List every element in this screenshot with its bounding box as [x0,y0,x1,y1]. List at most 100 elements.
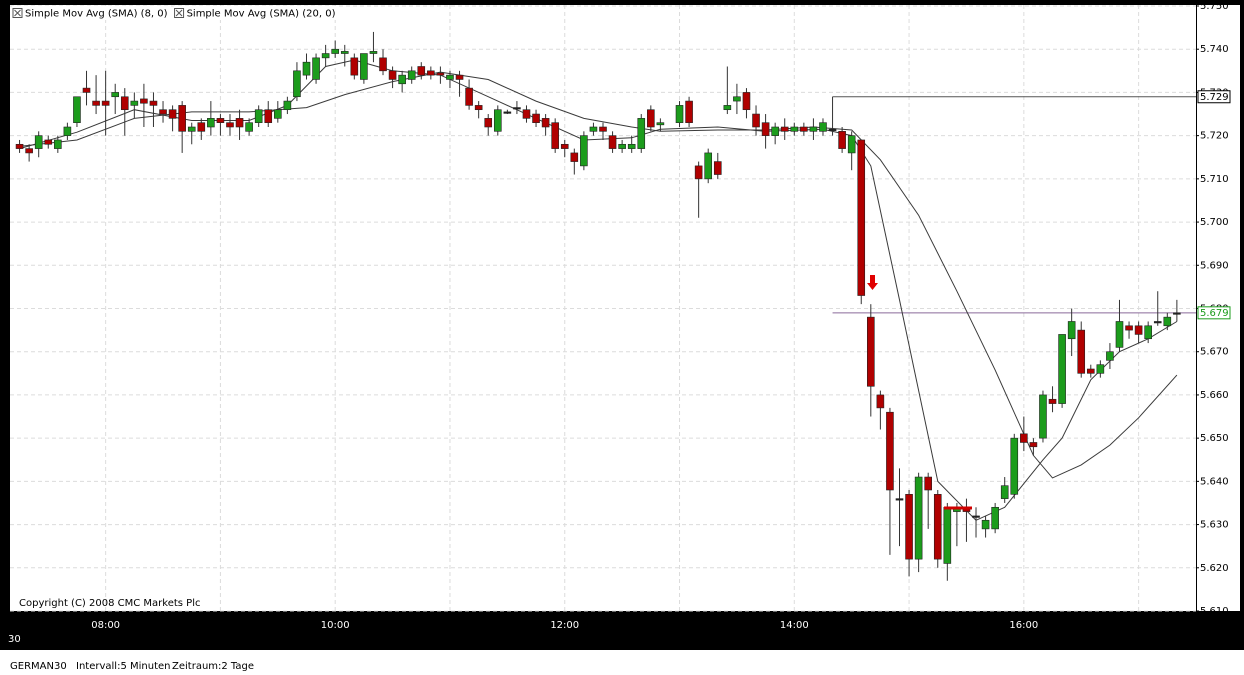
candle-body [1153,321,1162,324]
level-label-box [1197,90,1231,104]
candle-body [809,126,818,132]
candle-body [713,161,722,175]
candle-body [120,96,129,111]
candle-body [101,100,110,106]
candle-body [819,122,827,132]
candle-body [407,70,416,80]
candle-body [1134,325,1143,335]
candle-body [1077,329,1086,374]
legend: Simple Mov Avg (SMA) (8, 0) Simple Mov Av… [12,6,339,20]
candle-body [340,51,349,54]
candle-body [197,122,206,132]
candle-body [704,152,713,180]
candle-body [1058,334,1066,404]
candle-body [618,143,626,149]
candle-body [560,143,569,149]
legend-label: Simple Mov Avg (SMA) (20, 0) [187,9,336,20]
candle-body [82,87,91,93]
candle-body [790,126,799,132]
candle-body [235,118,244,128]
grid [10,5,1196,612]
interval: Intervall:5 Minuten [76,661,170,672]
x-tick-label: 08:00 [91,620,120,631]
candle-body [484,118,493,128]
sell-arrow [867,275,878,290]
candle-body [694,165,703,180]
candle-body [1163,316,1172,327]
period: Zeitraum:2 Tage [172,661,254,672]
candle-body [178,105,186,132]
candle-body [388,70,397,80]
overlay [867,275,972,510]
candle-body [752,113,760,128]
y-tick-label: 5.710 [1200,174,1229,185]
candle-body [15,143,24,149]
y-tick-label: 5.620 [1200,563,1229,574]
y-tick-label: 5.660 [1200,390,1229,401]
candle-body [302,61,311,76]
level-label: 5.729 [1200,92,1229,103]
candle-body [924,476,932,491]
x-edge-label: 30 [8,634,21,645]
y-tick-label: 5.610 [1200,606,1229,617]
candle-body [541,118,550,128]
candle-body [933,494,942,560]
candle-body [1086,368,1095,374]
y-tick-label: 5.650 [1200,433,1229,444]
candle-body [293,70,301,98]
candle-body [369,51,378,54]
candle-body [1029,442,1038,448]
candle-body [867,316,875,387]
candle-body [187,126,196,132]
candle-body [608,135,617,149]
candle-body [25,148,33,154]
candle-body [92,100,100,106]
y-tick-label: 5.640 [1200,476,1229,487]
candle-body [493,109,502,132]
legend-bg [173,6,339,20]
axes: 5.6105.6205.6305.6405.6505.6605.6705.680… [91,1,1231,631]
candle-body [1048,398,1057,404]
candle-body [427,70,435,76]
candle-body [876,394,885,409]
candle-body [800,126,808,132]
candle-body [637,118,646,149]
legend-icon-x [175,9,183,17]
candle-body [264,109,273,123]
candle-body [149,100,158,106]
y-tick-label: 5.630 [1200,520,1229,531]
candle-body [1106,351,1114,361]
candle-body [742,92,751,111]
candle-body [761,122,770,136]
candle-body [44,139,53,145]
candle-body [140,98,148,104]
y-tick-label: 5.750 [1200,1,1229,12]
candle-body [886,411,894,491]
legend-icon-x [14,9,21,17]
candle-body [63,126,72,136]
candle-body [331,48,339,54]
candle-body [417,66,426,76]
candle-body [1125,325,1133,331]
candle-body [647,109,655,128]
candle-body [436,72,445,76]
candle-body [503,111,512,114]
candle-body [216,118,225,123]
x-tick-label: 10:00 [321,620,350,631]
level-label: 5.679 [1200,308,1229,319]
candle-body [914,476,923,560]
candle-body [1020,433,1028,443]
candle-body [455,74,464,80]
candle-body [245,122,253,132]
candle-body [111,92,120,98]
candle-body [905,494,913,560]
candle-body [1000,485,1009,499]
candle-body [656,122,665,126]
candle-body [360,53,368,80]
candle-body [1144,325,1152,340]
candle-body [991,506,999,530]
x-tick-label: 16:00 [1009,620,1038,631]
candle-body [972,515,980,518]
candle-body [570,152,579,162]
